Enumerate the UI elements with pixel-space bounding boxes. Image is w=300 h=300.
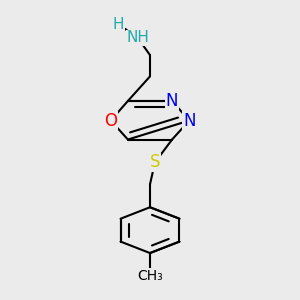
Text: S: S (150, 153, 160, 171)
Text: CH₃: CH₃ (137, 269, 163, 283)
Text: H: H (112, 16, 124, 32)
Text: N: N (166, 92, 178, 110)
Text: O: O (104, 112, 117, 130)
Text: NH: NH (126, 30, 149, 45)
Text: N: N (183, 112, 196, 130)
